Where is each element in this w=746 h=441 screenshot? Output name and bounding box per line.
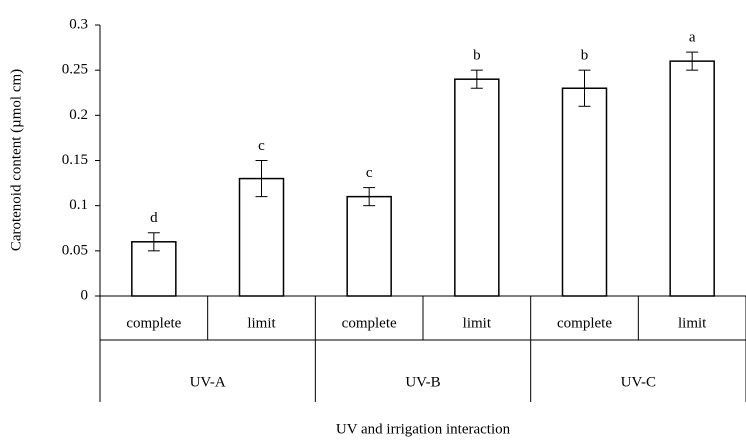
x-tick-label: complete [126, 315, 181, 331]
y-axis-title: Carotenoid content (µmol cm) [8, 69, 24, 251]
x-tick-label: limit [247, 315, 276, 331]
y-tick-label: 0 [81, 287, 89, 303]
x-tick-label: complete [557, 315, 612, 331]
significance-letter: d [150, 210, 158, 226]
bar [346, 195, 392, 297]
y-tick-label: 0.15 [62, 152, 88, 168]
x-axis-title: UV and irrigation interaction [336, 421, 511, 437]
y-tick-label: 0.3 [69, 16, 88, 32]
x-tick-label: limit [463, 315, 492, 331]
significance-letter: c [258, 138, 265, 154]
x-tick-label: complete [342, 315, 397, 331]
bar [131, 241, 177, 297]
y-tick-label: 0.25 [62, 62, 88, 78]
group-label: UV-C [621, 374, 656, 390]
bar [454, 78, 500, 297]
group-label: UV-B [405, 374, 440, 390]
bar [669, 60, 715, 297]
significance-letter: b [473, 48, 481, 64]
bar [561, 87, 608, 297]
significance-letter: c [366, 165, 373, 181]
significance-letter: b [581, 48, 589, 64]
x-tick-label: limit [678, 315, 707, 331]
y-tick-label: 0.2 [69, 107, 88, 123]
bar [238, 177, 285, 297]
y-tick-label: 0.1 [69, 197, 88, 213]
y-tick-label: 0.05 [62, 242, 88, 258]
group-label: UV-A [190, 374, 226, 390]
significance-letter: a [689, 30, 696, 46]
